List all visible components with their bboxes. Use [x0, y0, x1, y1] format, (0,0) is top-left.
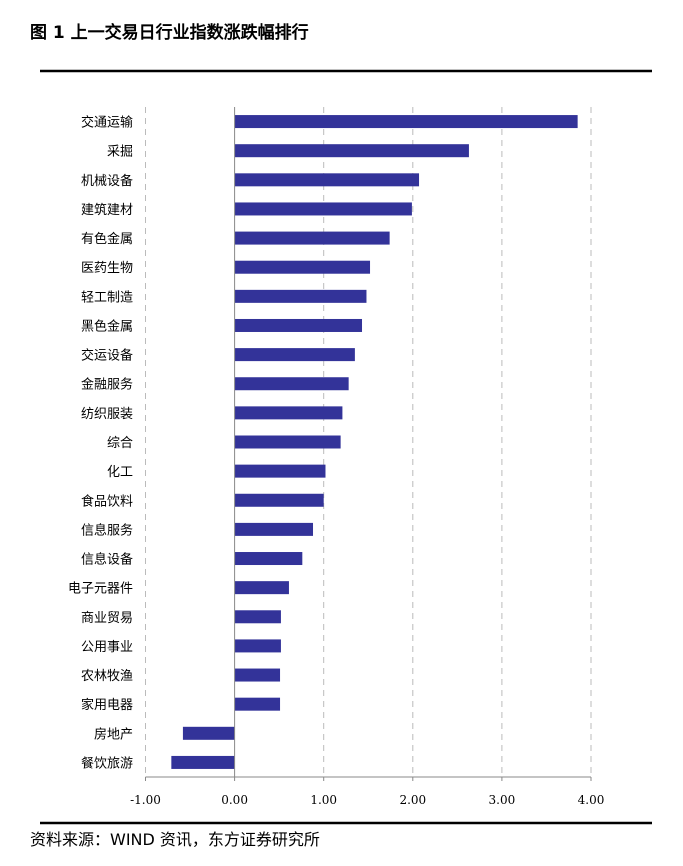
bar: [234, 348, 355, 362]
bar: [234, 697, 281, 711]
category-label: 电子元器件: [68, 582, 133, 597]
bar: [171, 755, 235, 769]
bar: [234, 610, 281, 624]
category-label: 家用电器: [81, 697, 133, 713]
bar: [234, 493, 324, 507]
category-label: 黑色金属: [81, 318, 133, 334]
bar: [234, 581, 289, 595]
bar: [234, 668, 281, 682]
bar: [234, 202, 412, 216]
category-label: 医药生物: [81, 261, 133, 276]
category-label: 餐饮旅游: [81, 755, 133, 771]
source-note: 资料来源：WIND 资讯，东方证券研究所: [30, 830, 320, 849]
category-label: 化工: [107, 465, 133, 480]
bar: [234, 173, 420, 187]
bar: [234, 115, 578, 129]
category-label: 有色金属: [81, 231, 133, 247]
category-label: 金融服务: [81, 377, 133, 393]
x-tick-label: 2.00: [399, 793, 426, 807]
category-label: 房地产: [94, 726, 133, 742]
category-label: 农林牧渔: [81, 669, 133, 684]
category-label: 信息服务: [81, 522, 133, 538]
bar: [234, 406, 343, 420]
bar: [234, 377, 349, 391]
x-tick-label: -1.00: [130, 793, 161, 807]
x-tick-label: 1.00: [310, 793, 337, 807]
bar: [234, 639, 281, 653]
x-tick-label: 3.00: [489, 793, 516, 807]
bar: [234, 464, 326, 478]
x-tick-label: 0.00: [221, 793, 248, 807]
category-label: 交通运输: [81, 115, 133, 131]
category-label: 建筑建材: [81, 202, 133, 218]
category-label: 综合: [107, 436, 133, 451]
category-label: 采掘: [107, 145, 133, 160]
bar: [234, 552, 303, 566]
chart-title: 图 1 上一交易日行业指数涨跌幅排行: [30, 22, 309, 43]
category-label: 纺织服装: [81, 407, 133, 422]
category-label: 食品饮料: [81, 493, 133, 509]
bar: [182, 726, 235, 740]
x-tick-label: 4.00: [578, 793, 605, 807]
category-label: 商业贸易: [81, 611, 133, 626]
category-label: 机械设备: [81, 173, 133, 189]
category-label: 公用事业: [81, 640, 133, 655]
bar: [234, 144, 469, 158]
bar: [234, 289, 367, 303]
bar: [234, 318, 363, 332]
category-label: 交运设备: [81, 348, 133, 364]
bar: [234, 522, 314, 536]
category-label: 信息设备: [81, 552, 133, 568]
bar: [234, 435, 341, 449]
bar: [234, 260, 371, 274]
bar: [234, 231, 390, 245]
category-label: 轻工制造: [81, 290, 133, 305]
